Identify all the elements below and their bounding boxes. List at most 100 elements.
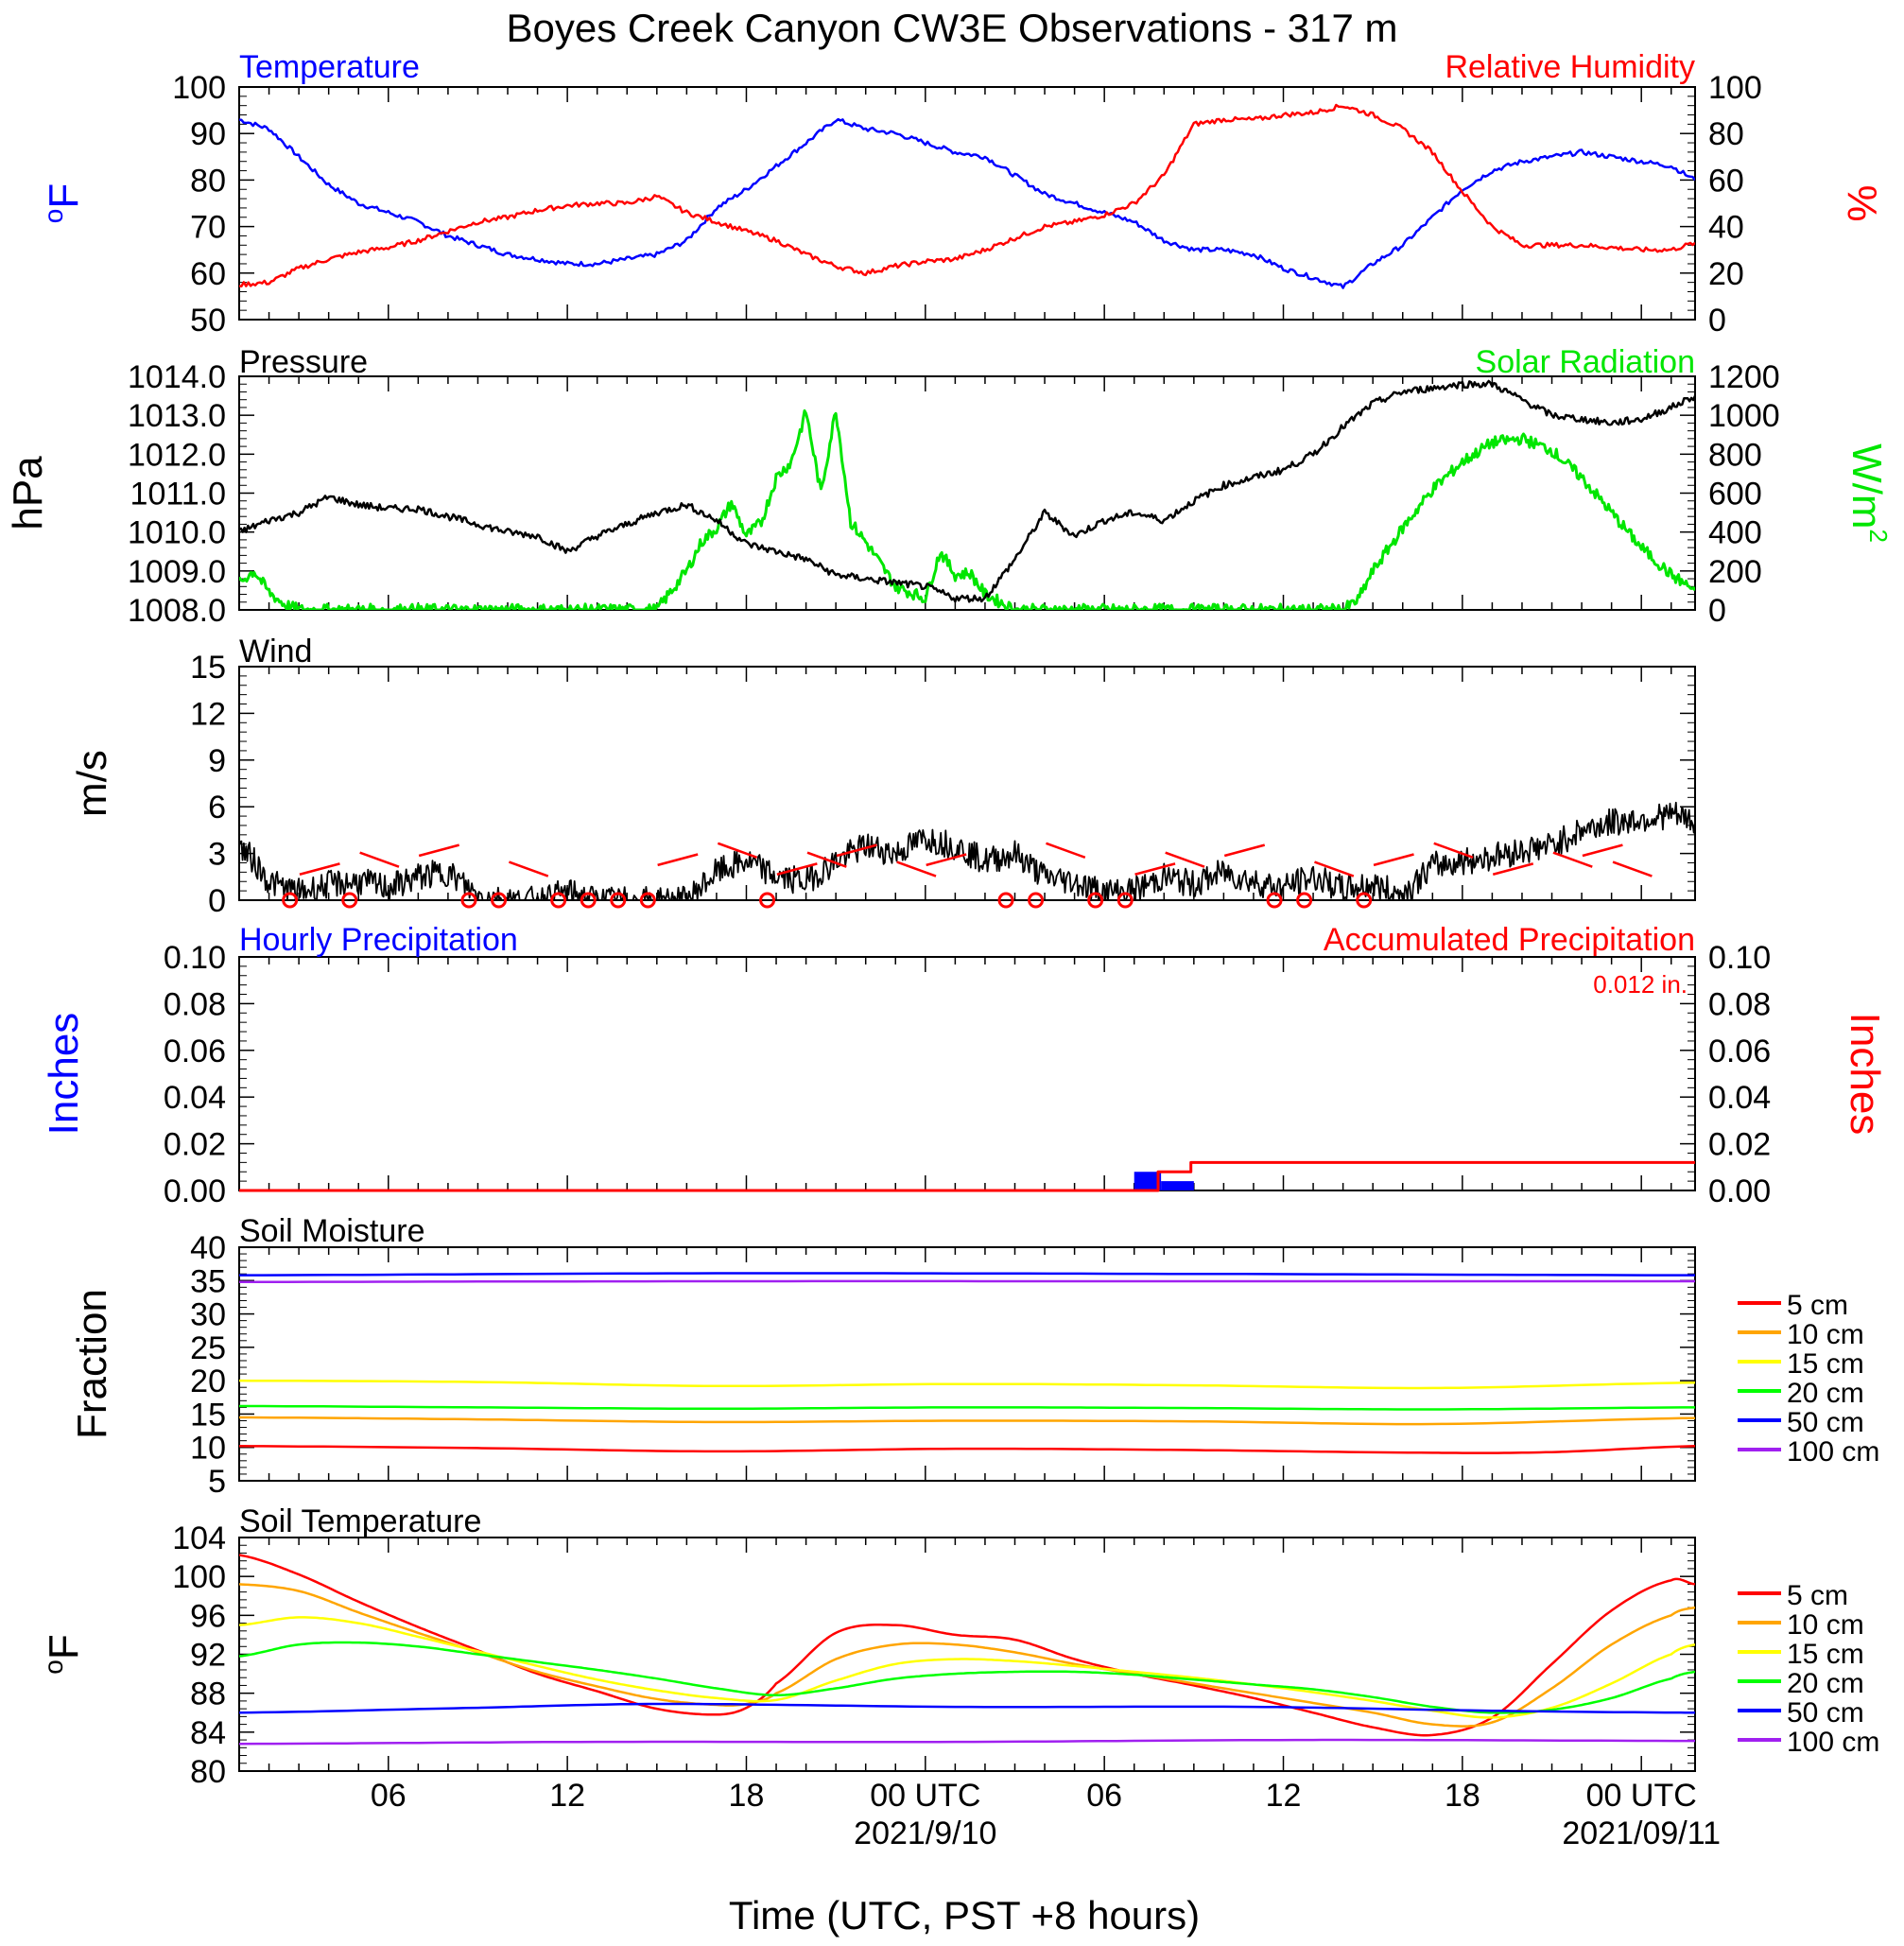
wind-barb (1373, 853, 1414, 867)
y-tick-label: 88 (190, 1677, 226, 1712)
panel-precipitation: 0.00 0.02 0.04 0.06 0.08 0.10 0.00 0.02 0.04 0.06… (41, 922, 1888, 1209)
y-tick-label: 25 (190, 1330, 226, 1366)
series-group (239, 103, 1695, 289)
temperature-line (239, 117, 1695, 289)
y-tick-label: 0.02 (164, 1127, 226, 1163)
y-tick-label: 0.04 (1708, 1080, 1771, 1116)
soil-series-line (239, 1583, 1695, 1728)
y-tick-label: 0.00 (164, 1173, 226, 1209)
y-tick-label: 0.04 (164, 1080, 226, 1116)
x-tick-label: 12 (1266, 1778, 1302, 1814)
series-group (239, 379, 1695, 610)
wind-barb (1314, 860, 1355, 877)
solar-axis-label: W/m2 (1843, 443, 1893, 543)
soil-temperature-axis-label: oF (39, 1634, 87, 1674)
wind-barb (1134, 862, 1176, 876)
x-tick-label: 18 (729, 1778, 765, 1814)
legend-label: 10 cm (1787, 1609, 1864, 1641)
y-tick-label: 1010.0 (128, 515, 226, 551)
x-date-label: 2021/09/11 (1562, 1816, 1721, 1851)
y-tick-label: 1000 (1708, 398, 1780, 434)
x-tick-label: 06 (1086, 1778, 1122, 1814)
y-tick-label: 1013.0 (128, 398, 226, 434)
wind-barb (926, 853, 967, 867)
soil-series-line (239, 1738, 1695, 1746)
wind-calm-marker (1116, 892, 1134, 909)
x-tick-label: 12 (549, 1778, 585, 1814)
wind-calm-marker (341, 892, 358, 909)
plot-frame (238, 1246, 1696, 1482)
legend-label: 15 cm (1787, 1639, 1864, 1670)
wind-axis-label: m/s (69, 750, 115, 817)
chart-title: Boyes Creek Canyon CW3E Observations - 3… (506, 6, 1397, 50)
hourly-precip-title: Hourly Precipitation (239, 922, 518, 958)
legend-label: 50 cm (1787, 1697, 1864, 1729)
y-tick-label: 96 (190, 1598, 226, 1634)
legend-label: 20 cm (1787, 1668, 1864, 1699)
legend-label: 20 cm (1787, 1378, 1864, 1409)
soil-series-line (239, 1279, 1695, 1283)
y-tick-label: 100 (172, 1559, 226, 1595)
y-tick-label: 0 (208, 883, 226, 919)
y-tick-label: 6 (208, 790, 226, 825)
soil-series-line (239, 1272, 1695, 1277)
hourly-precip-bar (1161, 1181, 1194, 1190)
soil-series-line (239, 1641, 1695, 1714)
y-tick-label: 1014.0 (128, 359, 226, 395)
y-tick-label: 100 (1708, 70, 1762, 106)
wind-barb (896, 860, 937, 877)
y-tick-label: 70 (190, 210, 226, 246)
y-tick-label: 104 (172, 1520, 226, 1556)
y-tick-label: 60 (190, 256, 226, 292)
y-tick-label: 50 (190, 303, 226, 339)
wind-calm-marker (491, 892, 508, 909)
y-tick-label: 1008.0 (128, 593, 226, 629)
x-tick-label: 18 (1445, 1778, 1480, 1814)
panel-wind: 0 3 6 9 12 15 Wind m/s Accumulated Precipitation (69, 634, 1696, 958)
solar-line (239, 408, 1695, 610)
wind-barb (359, 851, 400, 868)
y-tick-label: 80 (190, 163, 226, 199)
solar-title: Solar Radiation (1476, 344, 1695, 380)
plot-frame (238, 666, 1696, 901)
legend-label: 100 cm (1787, 1727, 1879, 1758)
wind-title: Wind (239, 634, 312, 669)
soil-series-line (239, 1445, 1695, 1454)
wind-barb (509, 860, 549, 877)
plot-frame (238, 86, 1696, 321)
legend-label: 15 cm (1787, 1348, 1864, 1380)
accum-precip-title: Accumulated Precipitation (1324, 922, 1695, 958)
wind-barb (836, 843, 877, 858)
panel-temperature-humidity: 50 60 70 80 90 100 0 20 40 60 80 100 Temperature Rela… (39, 49, 1885, 339)
y-tick-label: 80 (190, 1754, 226, 1790)
y-tick-label: 90 (190, 116, 226, 152)
wind-calm-marker (1266, 892, 1283, 909)
y-tick-label: 40 (190, 1230, 226, 1266)
y-tick-label: 400 (1708, 515, 1762, 551)
y-tick-label: 9 (208, 743, 226, 779)
wind-calm-marker (1296, 892, 1313, 909)
y-tick-label: 1009.0 (128, 554, 226, 590)
y-tick-label: 0 (1708, 303, 1726, 339)
y-tick-label: 5 (208, 1464, 226, 1500)
wind-barb (806, 851, 847, 868)
y-tick-label: 0 (1708, 593, 1726, 629)
y-tick-label: 200 (1708, 554, 1762, 590)
plot-frame (238, 1537, 1696, 1772)
pressure-axis-label: hPa (5, 456, 51, 530)
pressure-title: Pressure (239, 344, 368, 380)
y-tick-label: 10 (190, 1431, 226, 1467)
wind-calm-marker (759, 892, 776, 909)
soil-series-line (239, 1404, 1695, 1411)
wind-barb (776, 862, 818, 876)
wind-calm-marker (282, 892, 299, 909)
y-tick-label: 15 (190, 1397, 226, 1433)
y-tick-label: 60 (1708, 163, 1744, 199)
legend-label: 5 cm (1787, 1580, 1848, 1611)
y-tick-label: 0.08 (164, 986, 226, 1022)
legend-label: 5 cm (1787, 1290, 1848, 1321)
